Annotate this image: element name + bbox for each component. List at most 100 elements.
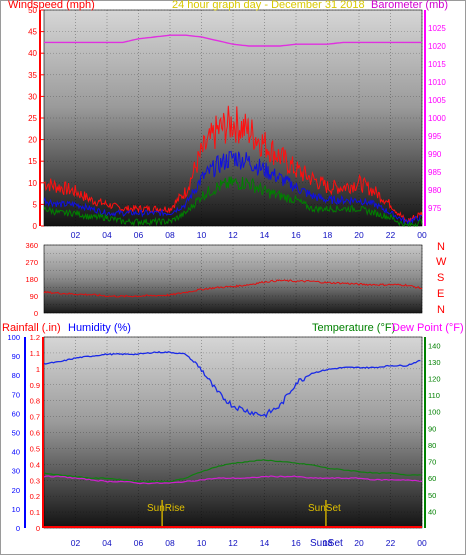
barometer-y-tick-label: 985 bbox=[428, 168, 442, 177]
compass-label-s: S bbox=[437, 272, 444, 284]
sunset-bottom-label: SunSet bbox=[310, 538, 343, 549]
x-tick-label-wind: 22 bbox=[386, 230, 396, 240]
wind-y-tick-label: 0 bbox=[33, 222, 38, 231]
temperature-y-tick-label: 130 bbox=[428, 358, 441, 367]
rain-y-tick-label: 0.7 bbox=[30, 413, 40, 422]
humidity-axis-title: Humidity (%) bbox=[68, 322, 131, 334]
direction-y-tick-label: 270 bbox=[25, 258, 38, 267]
wind-average-series bbox=[43, 150, 423, 226]
temperature-y-tick-label: 120 bbox=[428, 375, 441, 384]
x-tick-label-wind: 02 bbox=[71, 230, 81, 240]
chart-title: 24 hour graph day - December 31 2018 bbox=[172, 0, 365, 11]
x-tick-label-climate: 16 bbox=[291, 538, 301, 548]
humidity-y-tick-label: 30 bbox=[12, 467, 20, 476]
rainfall-axis-title: Rainfall (.in) bbox=[2, 322, 61, 334]
direction-y-tick-label: 0 bbox=[34, 309, 38, 318]
x-tick-label-wind: 14 bbox=[260, 230, 270, 240]
temperature-y-tick-label: 70 bbox=[428, 458, 436, 467]
rain-y-tick-label: 0 bbox=[36, 524, 40, 533]
wind-y-tick-label: 40 bbox=[28, 49, 37, 58]
rain-y-tick-label: 1.2 bbox=[30, 333, 40, 342]
direction-y-tick-label: 180 bbox=[25, 275, 38, 284]
rain-y-tick-label: 0.8 bbox=[30, 397, 40, 406]
chart-marks bbox=[43, 34, 423, 528]
temperature-y-tick-label: 100 bbox=[428, 408, 441, 417]
barometer-y-tick-label: 1025 bbox=[428, 24, 446, 33]
wind-y-tick-label: 5 bbox=[33, 200, 38, 209]
humidity-y-tick-label: 90 bbox=[12, 352, 20, 361]
barometer-y-tick-label: 995 bbox=[428, 132, 442, 141]
chart-gridlines bbox=[44, 9, 423, 529]
x-tick-label-climate: 08 bbox=[165, 538, 175, 548]
sunset-label: SunSet bbox=[308, 503, 341, 514]
x-tick-label-climate: 02 bbox=[71, 538, 81, 548]
wind-gust-series bbox=[43, 105, 423, 224]
humidity-y-tick-label: 70 bbox=[12, 390, 20, 399]
x-tick-label-wind: 06 bbox=[134, 230, 144, 240]
rain-y-tick-label: 1 bbox=[36, 365, 40, 374]
wind-y-tick-label: 15 bbox=[28, 157, 37, 166]
x-tick-label-wind: 04 bbox=[102, 230, 112, 240]
rain-y-tick-label: 0.4 bbox=[30, 460, 40, 469]
x-tick-label-climate: 18 bbox=[323, 538, 333, 548]
humidity-y-tick-label: 20 bbox=[12, 486, 20, 495]
humidity-series bbox=[43, 351, 421, 419]
x-tick-label-climate: 20 bbox=[354, 538, 364, 548]
barometer-y-tick-label: 1015 bbox=[428, 60, 446, 69]
humidity-y-tick-label: 100 bbox=[7, 333, 20, 342]
direction-y-tick-label: 360 bbox=[25, 241, 38, 250]
humidity-y-tick-label: 40 bbox=[12, 448, 20, 457]
wind-y-tick-label: 30 bbox=[28, 92, 37, 101]
wind-y-tick-label: 45 bbox=[28, 28, 37, 37]
axis-ticks: 0202040406060808101012121414161618182020… bbox=[7, 6, 446, 548]
rain-y-tick-label: 0.9 bbox=[30, 381, 40, 390]
compass-label-w: W bbox=[436, 256, 447, 268]
barometer-y-tick-label: 1005 bbox=[428, 96, 446, 105]
rain-y-tick-label: 0.6 bbox=[30, 429, 40, 438]
x-tick-label-climate: 14 bbox=[260, 538, 270, 548]
humidity-y-tick-label: 60 bbox=[12, 409, 20, 418]
windspeed-axis-title: Windspeed (mph) bbox=[8, 0, 95, 11]
x-tick-label-climate: 06 bbox=[134, 538, 144, 548]
temperature-y-tick-label: 80 bbox=[428, 441, 436, 450]
rain-y-tick-label: 0.3 bbox=[30, 476, 40, 485]
x-tick-label-wind: 12 bbox=[228, 230, 238, 240]
x-tick-label-wind: 08 bbox=[165, 230, 175, 240]
barometer-y-tick-label: 980 bbox=[428, 186, 442, 195]
barometer-y-tick-label: 1020 bbox=[428, 42, 446, 51]
temperature-y-tick-label: 90 bbox=[428, 424, 436, 433]
wind-direction-series bbox=[43, 279, 423, 298]
rain-y-tick-label: 0.1 bbox=[30, 508, 40, 517]
wind-y-tick-label: 35 bbox=[28, 71, 37, 80]
dewpoint-axis-title: Dew Point (°F) bbox=[392, 322, 464, 334]
temperature-y-tick-label: 50 bbox=[428, 491, 436, 500]
x-tick-label-wind: 20 bbox=[354, 230, 364, 240]
wind-y-tick-label: 50 bbox=[28, 6, 37, 15]
barometer-axis-title: Barometer (mb) bbox=[371, 0, 448, 11]
x-tick-label-climate: 04 bbox=[102, 538, 112, 548]
temperature-y-tick-label: 40 bbox=[428, 507, 436, 516]
compass-label-n-top: N bbox=[437, 241, 445, 253]
barometer-y-tick-label: 1000 bbox=[428, 114, 446, 123]
x-tick-label-wind: 10 bbox=[197, 230, 207, 240]
x-tick-label-wind: 18 bbox=[323, 230, 333, 240]
x-tick-label-climate: 10 bbox=[197, 538, 207, 548]
rain-y-tick-label: 1.1 bbox=[30, 349, 40, 358]
temperature-axis-title: Temperature (°F) bbox=[312, 322, 395, 334]
barometer-y-tick-label: 975 bbox=[428, 204, 442, 213]
temperature-y-tick-label: 60 bbox=[428, 474, 436, 483]
temperature-y-tick-label: 110 bbox=[428, 391, 440, 400]
temperature-y-tick-label: 140 bbox=[428, 341, 441, 350]
temperature-series bbox=[43, 459, 423, 483]
wind-low-series bbox=[43, 176, 423, 228]
compass-label-e: E bbox=[437, 288, 444, 300]
x-tick-label-wind: 16 bbox=[291, 230, 301, 240]
rain-y-tick-label: 0.2 bbox=[30, 492, 40, 501]
x-tick-label-wind: 00 bbox=[417, 230, 427, 240]
humidity-y-tick-label: 10 bbox=[12, 505, 20, 514]
humidity-y-tick-label: 0 bbox=[16, 524, 20, 533]
x-tick-label-climate: 12 bbox=[228, 538, 238, 548]
rain-y-tick-label: 0.5 bbox=[30, 444, 40, 453]
